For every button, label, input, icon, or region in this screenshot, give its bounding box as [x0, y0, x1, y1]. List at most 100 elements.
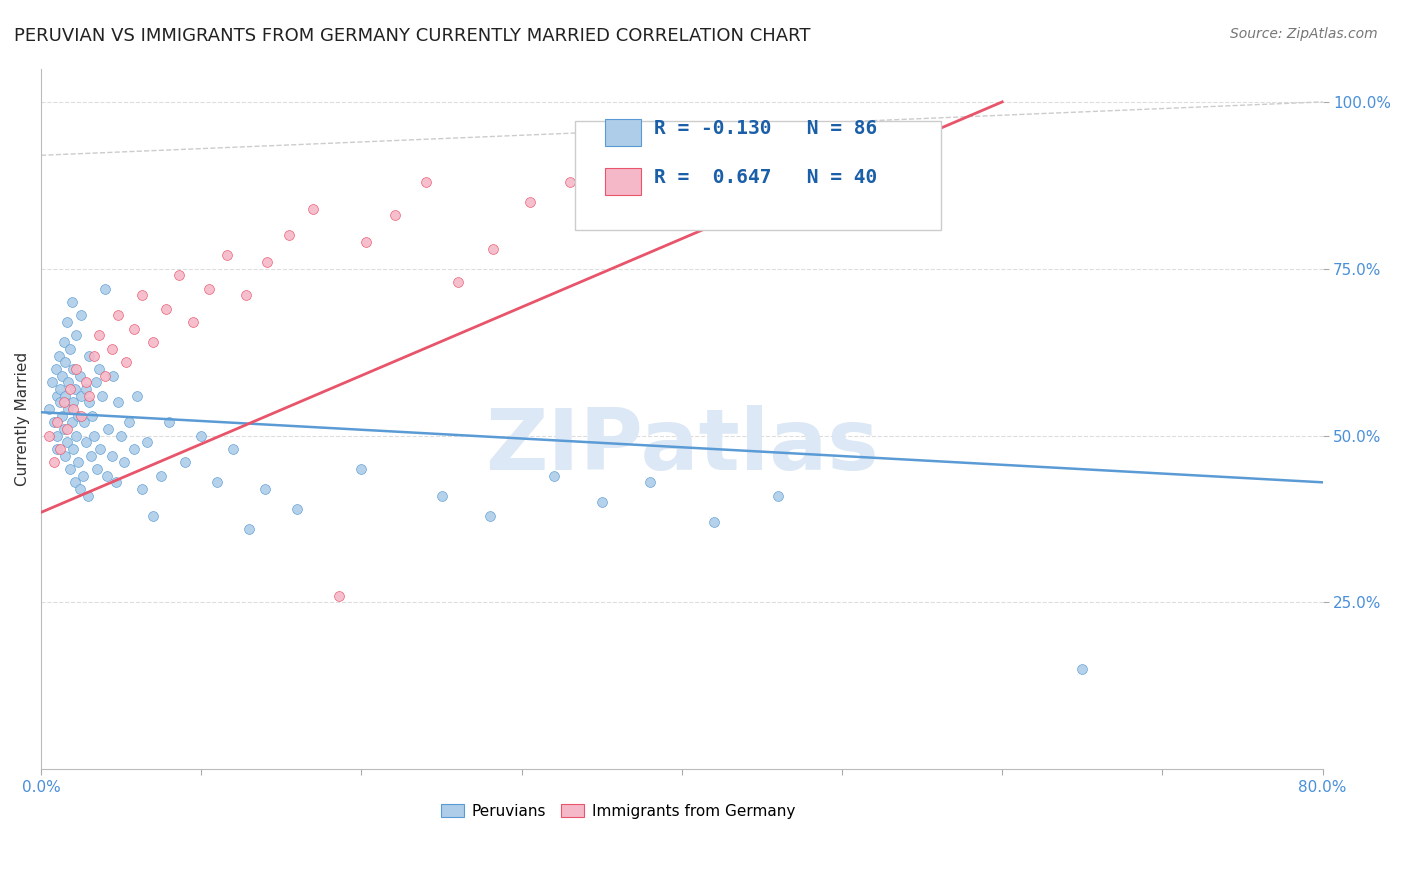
- Point: [46, 428, 69, 442]
- Point: [150, 468, 173, 483]
- Point: [66, 455, 89, 469]
- Point: [302, 202, 325, 216]
- Point: [70, 388, 93, 402]
- Point: [55, 422, 77, 436]
- Point: [384, 208, 406, 222]
- Point: [62, 395, 84, 409]
- Point: [49, 395, 72, 409]
- Point: [41, 375, 63, 389]
- Point: [96, 468, 118, 483]
- Point: [77, 349, 100, 363]
- Point: [62, 401, 84, 416]
- Point: [63, 475, 86, 490]
- Point: [58, 375, 80, 389]
- Point: [645, 181, 668, 195]
- Point: [766, 489, 789, 503]
- Point: [75, 375, 97, 389]
- Point: [131, 482, 153, 496]
- Point: [80, 449, 103, 463]
- Point: [87, 328, 110, 343]
- Point: [105, 475, 128, 490]
- Point: [703, 516, 725, 530]
- Point: [42, 455, 65, 469]
- Point: [46, 388, 69, 402]
- Point: [430, 489, 453, 503]
- Text: R = -0.130   N = 86: R = -0.130 N = 86: [654, 119, 877, 137]
- Point: [75, 382, 97, 396]
- Point: [215, 248, 238, 262]
- Point: [256, 255, 278, 269]
- Point: [174, 455, 197, 469]
- Point: [122, 322, 145, 336]
- Point: [38, 428, 60, 442]
- Point: [77, 388, 100, 402]
- Point: [52, 335, 75, 350]
- Point: [66, 409, 89, 423]
- Point: [115, 355, 138, 369]
- Point: [287, 502, 309, 516]
- Point: [97, 422, 120, 436]
- Point: [155, 301, 177, 316]
- Point: [91, 388, 114, 402]
- Text: Source: ZipAtlas.com: Source: ZipAtlas.com: [1230, 27, 1378, 41]
- Point: [190, 428, 212, 442]
- Point: [94, 282, 117, 296]
- Point: [482, 242, 505, 256]
- Point: [131, 288, 153, 302]
- Point: [638, 475, 661, 490]
- Bar: [605, 168, 641, 194]
- Point: [44, 362, 66, 376]
- Text: ZIPatlas: ZIPatlas: [485, 406, 879, 489]
- Point: [82, 409, 104, 423]
- Point: [118, 415, 141, 429]
- Point: [69, 368, 91, 383]
- Point: [53, 449, 76, 463]
- Point: [73, 415, 96, 429]
- Point: [142, 508, 165, 523]
- Point: [59, 342, 82, 356]
- Point: [356, 235, 378, 249]
- Point: [60, 415, 83, 429]
- Point: [59, 382, 82, 396]
- Point: [415, 175, 437, 189]
- Point: [350, 462, 373, 476]
- Point: [55, 315, 77, 329]
- Point: [446, 275, 468, 289]
- Point: [94, 368, 117, 383]
- Legend: Peruvians, Immigrants from Germany: Peruvians, Immigrants from Germany: [434, 797, 801, 825]
- Text: PERUVIAN VS IMMIGRANTS FROM GERMANY CURRENTLY MARRIED CORRELATION CHART: PERUVIAN VS IMMIGRANTS FROM GERMANY CURR…: [14, 27, 811, 45]
- Point: [76, 489, 98, 503]
- Point: [235, 288, 257, 302]
- Point: [42, 415, 65, 429]
- Text: R =  0.647   N = 40: R = 0.647 N = 40: [654, 168, 877, 186]
- Point: [278, 228, 301, 243]
- Point: [519, 194, 541, 209]
- Point: [142, 335, 165, 350]
- Point: [157, 415, 180, 429]
- Point: [58, 401, 80, 416]
- Point: [65, 428, 87, 442]
- Point: [55, 435, 77, 450]
- Point: [478, 508, 501, 523]
- Point: [51, 368, 73, 383]
- Point: [77, 395, 100, 409]
- Point: [84, 375, 107, 389]
- Point: [46, 442, 69, 456]
- Point: [543, 468, 565, 483]
- Point: [198, 282, 221, 296]
- Point: [100, 449, 122, 463]
- Point: [103, 368, 125, 383]
- Point: [65, 328, 87, 343]
- Point: [112, 455, 135, 469]
- Point: [181, 315, 204, 329]
- Point: [69, 482, 91, 496]
- Point: [1071, 662, 1094, 676]
- Point: [89, 442, 111, 456]
- Point: [38, 401, 60, 416]
- Point: [62, 362, 84, 376]
- Point: [51, 409, 73, 423]
- Point: [110, 428, 132, 442]
- Point: [63, 382, 86, 396]
- Point: [135, 435, 157, 450]
- Point: [70, 309, 93, 323]
